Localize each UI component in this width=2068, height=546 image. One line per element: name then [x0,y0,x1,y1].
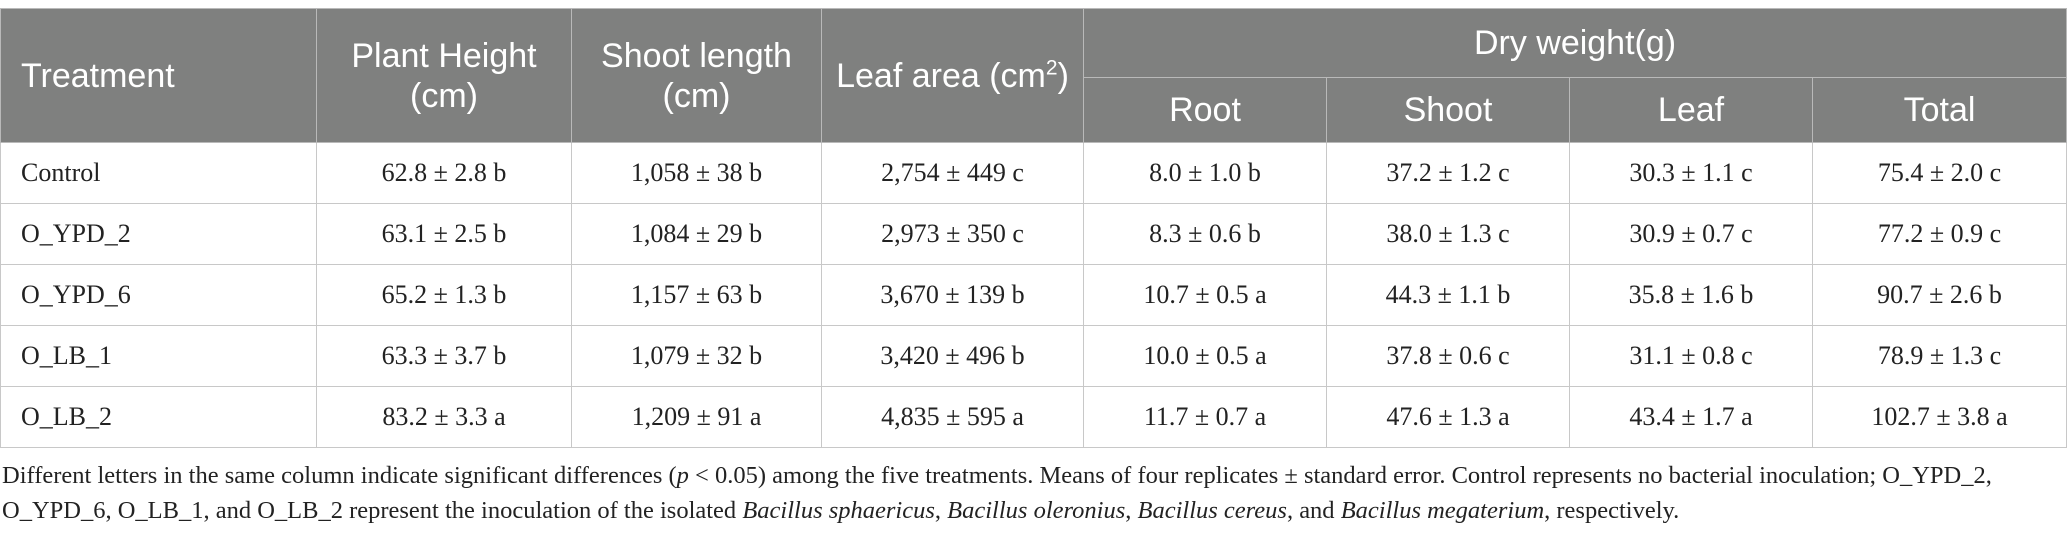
table-cell: O_LB_2 [0,386,317,448]
table-container: Treatment Plant Height (cm) Shoot length… [0,8,2068,528]
table-cell: 37.2 ± 1.2 c [1326,142,1570,204]
table-cell: 30.3 ± 1.1 c [1569,142,1813,204]
header-leaf-area-sup: 2 [1045,56,1058,80]
footnote-separator: , and [1286,497,1341,524]
table-cell: 2,754 ± 449 c [821,142,1084,204]
table-cell: 1,209 ± 91 a [571,386,822,448]
table-cell: 8.3 ± 0.6 b [1083,203,1327,265]
table-cell: 102.7 ± 3.8 a [1811,386,2068,448]
table-cell: 65.2 ± 1.3 b [316,264,572,326]
species-name: Bacillus oleronius [947,497,1126,524]
table-cell: 77.2 ± 0.9 c [1811,203,2068,265]
table-cell: 75.4 ± 2.0 c [1811,142,2068,204]
table-cell: 1,058 ± 38 b [571,142,822,204]
table-cell: 63.1 ± 2.5 b [316,203,572,265]
table-cell: 10.0 ± 0.5 a [1083,325,1327,387]
table-cell: O_YPD_2 [0,203,317,265]
header-shoot-length: Shoot length (cm) [571,8,822,143]
table-cell: 90.7 ± 2.6 b [1811,264,2068,326]
footnote-text-2: < 0.05) among the five treatments. Means… [2,462,1992,524]
footnote-p-symbol: p [676,462,689,489]
table-cell: 38.0 ± 1.3 c [1326,203,1570,265]
table-row: Control 62.8 ± 2.8 b 1,058 ± 38 b 2,754 … [0,142,2068,204]
table-cell: 1,157 ± 63 b [571,264,822,326]
species-name: Bacillus megaterium [1340,497,1545,524]
table-cell: 78.9 ± 1.3 c [1811,325,2068,387]
table-footnote: Different letters in the same column ind… [0,458,2062,528]
table-cell: 63.3 ± 3.7 b [316,325,572,387]
species-name: Bacillus cereus [1137,497,1287,524]
results-table: Treatment Plant Height (cm) Shoot length… [0,8,2068,448]
footnote-separator: , [1125,497,1138,524]
header-shoot: Shoot [1326,77,1570,143]
table-row: O_LB_2 83.2 ± 3.3 a 1,209 ± 91 a 4,835 ±… [0,386,2068,448]
table-cell: 8.0 ± 1.0 b [1083,142,1327,204]
table-cell: 47.6 ± 1.3 a [1326,386,1570,448]
table-cell: 37.8 ± 0.6 c [1326,325,1570,387]
table-cell: 1,079 ± 32 b [571,325,822,387]
header-shoot-length-label: Shoot length (cm) [601,36,792,115]
table-row: O_LB_1 63.3 ± 3.7 b 1,079 ± 32 b 3,420 ±… [0,325,2068,387]
header-dry-weight: Dry weight(g) [1082,8,2068,78]
table-cell: 11.7 ± 0.7 a [1083,386,1327,448]
footnote-end: , respectively. [1544,497,1680,524]
table-cell: O_YPD_6 [0,264,317,326]
table-cell: Control [0,142,317,204]
table-cell: 4,835 ± 595 a [821,386,1084,448]
table-cell: 35.8 ± 1.6 b [1569,264,1813,326]
table-cell: 10.7 ± 0.5 a [1083,264,1327,326]
footnote-separator: , [934,497,948,524]
table-cell: 44.3 ± 1.1 b [1326,264,1570,326]
table-row: O_YPD_2 63.1 ± 2.5 b 1,084 ± 29 b 2,973 … [0,203,2068,265]
header-total: Total [1811,77,2068,143]
header-treatment: Treatment [0,8,317,143]
table-cell: 43.4 ± 1.7 a [1569,386,1813,448]
header-leaf-area: Leaf area (cm2) [821,8,1084,143]
header-root: Root [1083,77,1327,143]
table-cell: 1,084 ± 29 b [571,203,822,265]
table-cell: 3,420 ± 496 b [821,325,1084,387]
table-cell: 83.2 ± 3.3 a [316,386,572,448]
table-cell: 30.9 ± 0.7 c [1569,203,1813,265]
table-row: O_YPD_6 65.2 ± 1.3 b 1,157 ± 63 b 3,670 … [0,264,2068,326]
header-leaf: Leaf [1569,77,1813,143]
header-leaf-area-label: Leaf area (cm [836,56,1046,95]
footnote-text-1: Different letters in the same column ind… [2,462,677,489]
species-name: Bacillus sphaericus [742,497,935,524]
table-cell: 62.8 ± 2.8 b [316,142,572,204]
table-cell: 31.1 ± 0.8 c [1569,325,1813,387]
table-cell: O_LB_1 [0,325,317,387]
header-plant-height-label: Plant Height (cm) [351,36,537,115]
header-plant-height: Plant Height (cm) [316,8,572,143]
table-cell: 2,973 ± 350 c [821,203,1084,265]
header-leaf-area-close: ) [1057,56,1069,95]
table-cell: 3,670 ± 139 b [821,264,1084,326]
